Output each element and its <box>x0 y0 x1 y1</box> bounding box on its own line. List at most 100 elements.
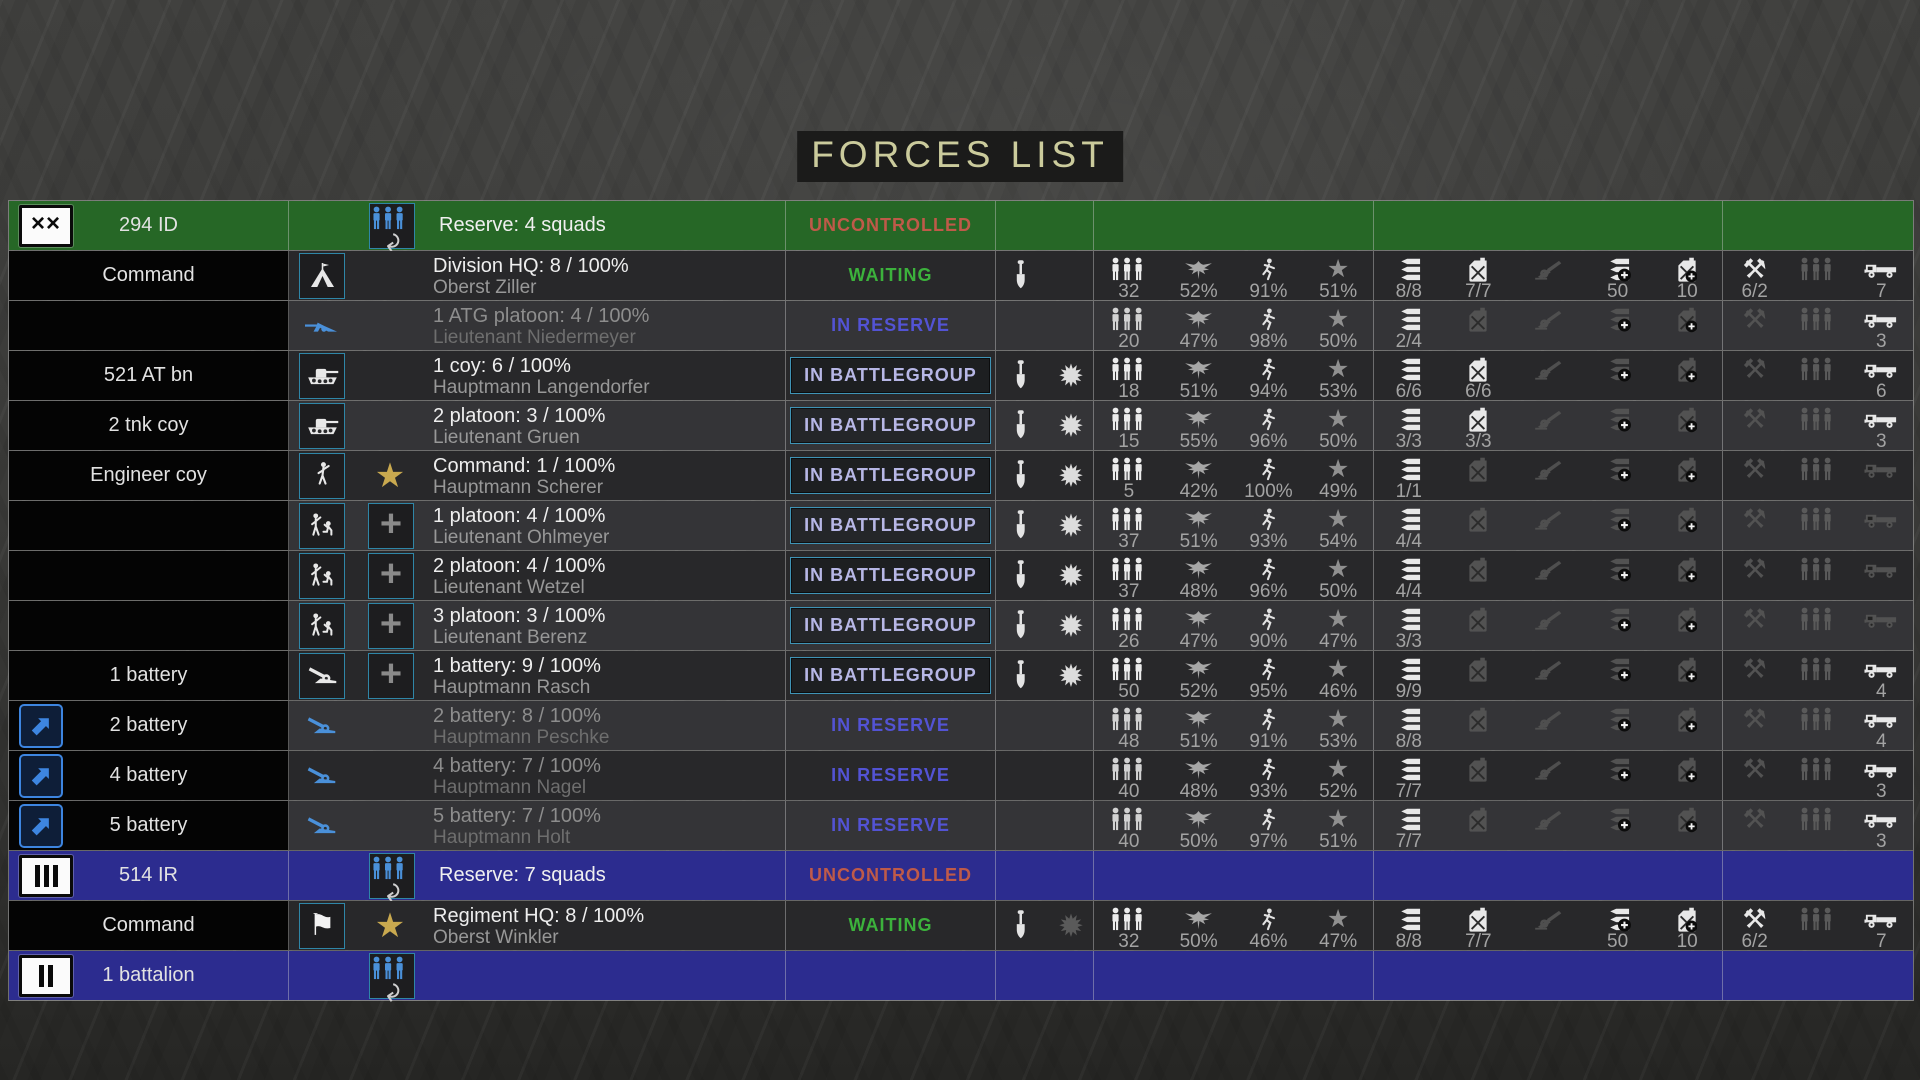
reserve-squads-button[interactable]: ↷ <box>369 952 415 1004</box>
reserve-squads-button[interactable]: ↷ <box>369 202 415 254</box>
unit-name: Division HQ: 8 / 100% <box>433 255 629 277</box>
status-button[interactable]: IN BATTLEGROUP <box>790 557 991 594</box>
repair-icon: ⚒ <box>1742 704 1767 734</box>
commander-star-icon: ★ <box>374 456 406 495</box>
unit-label-cell: Command <box>9 901 289 950</box>
force-unit-row[interactable]: + 3 platoon: 3 / 100% Lieutenant Berenz … <box>9 600 1913 652</box>
experience-star-icon: ★ <box>1326 505 1350 533</box>
unit-main-cell: 1 ATG platoon: 4 / 100% Lieutenant Niede… <box>289 301 786 350</box>
unit-type-button[interactable] <box>299 252 345 299</box>
unit-type-button[interactable] <box>299 352 345 399</box>
attach-button[interactable]: + <box>368 602 414 649</box>
status-button[interactable]: IN BATTLEGROUP <box>790 457 991 494</box>
stat-stamina-runner: 46% <box>1234 901 1304 951</box>
force-group-row[interactable]: 514 IR ↷ Reserve: 7 squads UNCONTROLLED <box>9 850 1913 904</box>
attach-button[interactable]: + <box>368 502 414 549</box>
unit-type-button[interactable] <box>299 602 345 649</box>
stat-morale-eagle: 51% <box>1164 351 1234 401</box>
unit-type-button[interactable] <box>299 652 345 699</box>
unit-label-cell: 1 battery <box>9 651 289 700</box>
unit-type-button[interactable] <box>299 304 343 348</box>
ammo-icon <box>1395 506 1423 533</box>
entrench-cell: ✹ <box>996 501 1094 550</box>
unit-main-cell: 4 battery: 7 / 100% Hauptmann Nagel <box>289 751 786 800</box>
stamina-runner-icon <box>1257 656 1279 683</box>
morale-eagle-icon <box>1184 556 1213 583</box>
stat-experience-star: ★ 49% <box>1303 451 1373 502</box>
experience-star-icon: ★ <box>1326 655 1350 683</box>
stat-fuel-resupply <box>1652 551 1722 600</box>
force-unit-row[interactable]: Command Division HQ: 8 / 100% Oberst Zil… <box>9 250 1913 301</box>
stat-soldiers: 26 <box>1094 601 1164 651</box>
stat-fuel: 3/3 <box>1444 401 1514 451</box>
reinforcements-icon <box>1800 556 1836 583</box>
stat-value: 50% <box>1319 431 1358 452</box>
ammo-resupply-icon <box>1604 256 1632 283</box>
stat-artillery <box>1513 351 1583 400</box>
force-unit-row[interactable]: Command ⚑ ★ Regiment HQ: 8 / 100% Oberst… <box>9 900 1913 952</box>
status-button[interactable]: IN BATTLEGROUP <box>790 607 991 644</box>
attach-button[interactable]: + <box>368 552 414 599</box>
stat-value: 90% <box>1249 631 1288 652</box>
force-unit-row[interactable]: ⬈ 5 battery 5 battery: 7 / 100% Hauptman… <box>9 800 1913 852</box>
stat-fuel-resupply <box>1652 451 1722 500</box>
force-unit-row[interactable]: ⬈ 2 battery 2 battery: 8 / 100% Hauptman… <box>9 700 1913 751</box>
fuel-icon <box>1468 656 1488 683</box>
unit-names: Division HQ: 8 / 100% Oberst Ziller <box>433 255 629 299</box>
send-to-reserve-button[interactable]: ⬈ <box>19 803 63 848</box>
repair-icon: ⚒ <box>1742 454 1767 484</box>
morale-eagle-icon <box>1184 806 1213 833</box>
force-unit-row[interactable]: ⬈ 4 battery 4 battery: 7 / 100% Hauptman… <box>9 750 1913 801</box>
shovel-icon <box>1014 359 1027 392</box>
force-unit-row[interactable]: 1 ATG platoon: 4 / 100% Lieutenant Niede… <box>9 300 1913 351</box>
force-unit-row[interactable]: + 2 platoon: 4 / 100% Lieutenant Wetzel … <box>9 550 1913 602</box>
status-button[interactable]: IN BATTLEGROUP <box>790 407 991 444</box>
status-text: WAITING <box>848 915 933 935</box>
repair-icon: ⚒ <box>1742 604 1767 634</box>
trucks-icon <box>1864 556 1898 583</box>
unit-type-button[interactable] <box>299 452 345 499</box>
engineers-icon <box>308 562 337 589</box>
unit-label: 2 tnk coy <box>108 414 189 436</box>
force-group-row[interactable]: ×× 294 ID ↷ Reserve: 4 squads UNCONTROLL… <box>9 201 1913 254</box>
stat-value: 50% <box>1319 581 1358 602</box>
repair-icon: ⚒ <box>1742 304 1767 334</box>
ammo-resupply-icon <box>1604 656 1632 683</box>
attach-button[interactable]: + <box>368 652 414 699</box>
unit-type-button[interactable] <box>299 502 345 549</box>
status-text: IN RESERVE <box>831 765 950 785</box>
status-button[interactable]: IN BATTLEGROUP <box>790 357 991 394</box>
stat-value: 47% <box>1319 931 1358 952</box>
fuel-icon <box>1468 756 1488 783</box>
force-unit-row[interactable]: 521 AT bn 1 coy: 6 / 100% Hauptmann Lang… <box>9 350 1913 401</box>
morale-eagle-icon <box>1184 606 1213 633</box>
stat-ammo-resupply <box>1583 801 1653 850</box>
unit-type-button[interactable] <box>299 552 345 599</box>
unit-type-button[interactable]: ⚑ <box>299 902 345 949</box>
stat-stamina-runner: 93% <box>1234 501 1304 551</box>
stat-value: 3/3 <box>1395 431 1422 452</box>
artillery-icon <box>1534 306 1562 333</box>
force-unit-row[interactable]: Engineer coy ★ Command: 1 / 100% Hauptma… <box>9 450 1913 502</box>
stat-value: 7/7 <box>1395 831 1422 852</box>
unit-type-button[interactable] <box>299 754 343 798</box>
unit-label-cell <box>9 601 289 650</box>
personnel-stats-cell: 40 50% 97% ★ 51% <box>1094 801 1374 851</box>
stamina-runner-icon <box>1257 756 1279 783</box>
reinforcements-icon <box>1800 456 1836 483</box>
reserve-squads-button[interactable]: ↷ <box>369 852 415 904</box>
unit-type-button[interactable] <box>299 804 343 848</box>
unit-type-button[interactable] <box>299 704 343 748</box>
unit-type-button[interactable] <box>299 402 345 449</box>
send-to-reserve-button[interactable]: ⬈ <box>19 703 63 748</box>
send-to-reserve-button[interactable]: ⬈ <box>19 753 63 798</box>
status-button[interactable]: IN BATTLEGROUP <box>790 507 991 544</box>
stat-reinforcements <box>1786 301 1849 350</box>
force-group-row[interactable]: 1 battalion ↷ <box>9 950 1913 1004</box>
status-button[interactable]: IN BATTLEGROUP <box>790 657 991 694</box>
force-unit-row[interactable]: 1 battery + 1 battery: 9 / 100% Hauptman… <box>9 650 1913 701</box>
force-unit-row[interactable]: + 1 platoon: 4 / 100% Lieutenant Ohlmeye… <box>9 500 1913 551</box>
stat-fuel <box>1444 701 1514 750</box>
force-unit-row[interactable]: 2 tnk coy 2 platoon: 3 / 100% Lieutenant… <box>9 400 1913 452</box>
ammo-icon <box>1395 456 1423 483</box>
